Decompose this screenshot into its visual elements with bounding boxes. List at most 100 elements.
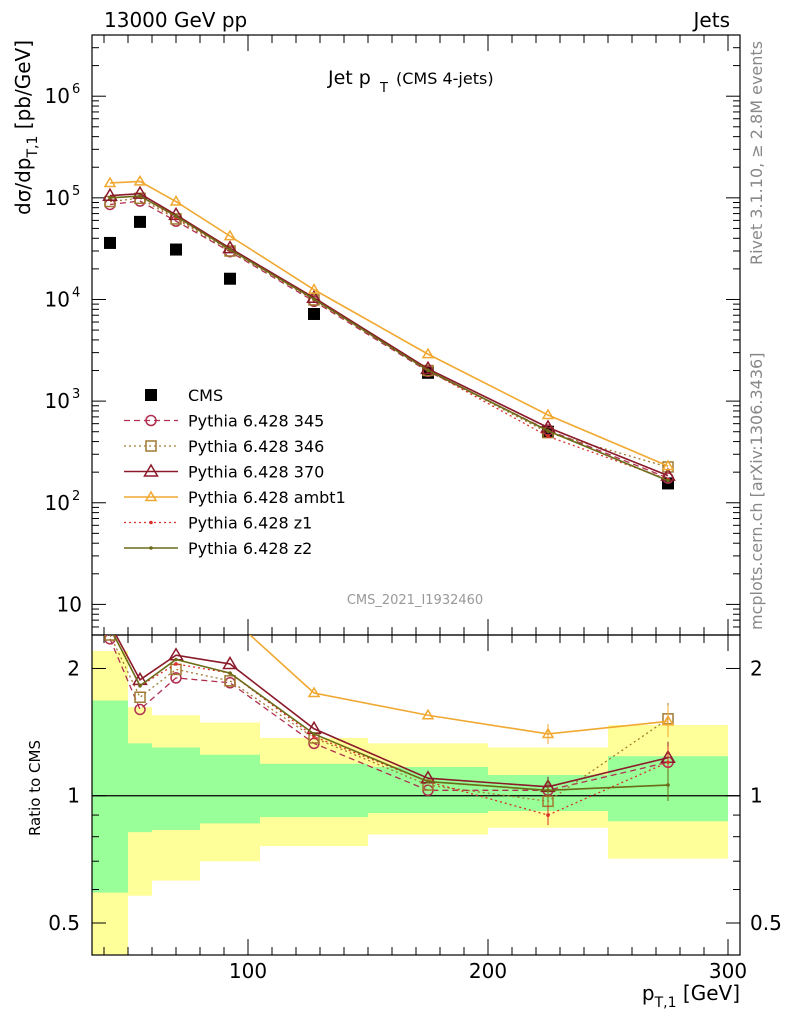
y-tick-exponent: 6 [72,82,80,97]
series-4 [103,174,675,471]
data-point [144,490,158,502]
data-point [108,626,112,630]
data-point [421,347,435,359]
ylabel-post: [pb/GeV] [11,40,35,136]
ratio-tick-label-right: 1 [750,784,763,808]
data-point [108,626,112,630]
y-tick-exponent: 3 [72,387,80,402]
ratio-series-6 [108,626,670,802]
uncertainty-bands [92,650,740,955]
data-point [174,657,178,662]
data-point [138,683,142,688]
data-point [145,414,157,427]
ratio-line [109,635,669,803]
svg-text:Jet p: Jet p [327,67,371,89]
data-point [224,272,236,285]
data-point [104,236,116,249]
data-point [143,463,159,477]
data-point [174,662,178,666]
ratio-tick-label-left: 2 [67,656,80,680]
green-band-0 [92,700,128,893]
data-point [170,672,182,684]
data-point [224,675,236,687]
data-point [661,459,675,471]
x-tick-label: 200 [469,959,507,983]
legend-label: Pythia 6.428 z2 [188,539,312,558]
data-point [546,434,550,439]
legend-label: Pythia 6.428 346 [188,437,324,456]
y-axis-label-main: dσ/dpT,1 [pb/GeV] [11,40,41,215]
ratio-series-4 [105,572,675,744]
title-extra: (CMS 4-jets) [396,69,494,88]
green-band-1 [128,743,152,833]
xlabel-post: [GeV] [677,981,740,1005]
y-tick-label: 10 [45,186,70,210]
green-band-4 [260,763,368,818]
legend-entry-1: Pythia 6.428 345 [124,412,324,431]
series-line [109,180,669,467]
ylabel-sub: T,1 [25,136,41,159]
data-point [134,703,146,716]
data-point [145,389,157,401]
ylabel-pre: dσ/dp [11,158,35,216]
legend-entry-3: Pythia 6.428 370 [124,463,324,482]
series-6 [108,194,670,483]
x-axis-label: pT,1 [GeV] [642,981,740,1011]
y-tick-label: 10 [45,84,70,108]
ratio-tick-label-left: 0.5 [48,911,80,935]
legend: CMS Pythia 6.428 345 Pythia 6.428 346 Pythi… [124,386,346,558]
ratio-line [113,635,669,816]
data-point [134,215,146,228]
legend-label: Pythia 6.428 ambt1 [188,488,346,507]
ratio-line [115,635,669,788]
data-point [145,440,157,452]
y-tick-exponent: 2 [72,489,80,504]
x-tick-label: 300 [709,959,747,983]
data-point [170,243,182,256]
y-axis-label-ratio: Ratio to CMS [26,740,44,836]
data-point [307,686,321,698]
x-tick-label: 100 [229,959,267,983]
data-point [105,572,115,581]
data-point [108,196,112,200]
data-point [312,734,316,739]
series-line [109,192,669,477]
y-tick-exponent: 4 [72,285,80,300]
data-point [228,247,232,252]
y-tick-exponent: 5 [72,184,80,199]
title-main: Jet p [327,67,371,89]
data-point [223,229,237,241]
xlabel-sub: T,1 [654,995,677,1011]
jets-label: Jets [692,8,730,32]
data-point [104,635,116,641]
ratio-panel-series [104,572,676,826]
data-point [222,655,238,670]
legend-label: Pythia 6.428 z1 [188,514,312,533]
data-point [421,708,435,720]
legend-label: Pythia 6.428 370 [188,463,324,482]
data-point [312,732,316,736]
green-band-3 [200,754,260,824]
data-point [307,283,321,294]
analysis-id: CMS_2021_I1932460 [347,593,483,608]
series-line [109,195,669,482]
data-point [312,297,316,301]
legend-entry-4: Pythia 6.428 ambt1 [124,488,346,507]
ratio-tick-label-right: 0.5 [750,911,782,935]
svg-text:dσ/dpT,1 [pb/GeV]: dσ/dpT,1 [pb/GeV] [11,40,41,215]
data-point [546,429,550,433]
legend-entry-5: Pythia 6.428 z1 [124,514,312,533]
series-line [109,200,669,479]
legend-label: Pythia 6.428 345 [188,412,324,431]
data-point [149,520,153,525]
data-point [426,779,430,784]
data-point [103,176,117,188]
legend-entry-2: Pythia 6.428 346 [124,437,324,456]
data-point [135,623,145,632]
ratio-line [112,635,669,792]
data-point [426,368,430,373]
legend-entry-6: Pythia 6.428 z2 [124,539,312,558]
legend-label: CMS [188,386,223,405]
green-band-2 [152,747,200,830]
